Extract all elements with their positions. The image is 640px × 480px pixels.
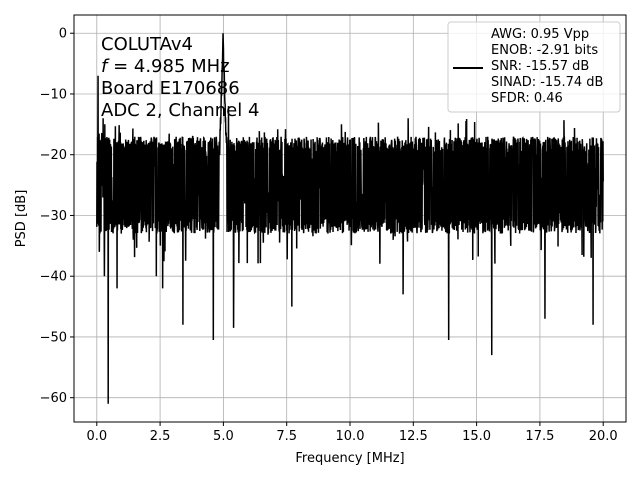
y-tick-label: −30 [40,209,67,224]
x-tick-label: 15.0 [462,429,491,444]
legend-box [447,21,621,113]
x-tick-label: 10.0 [336,429,365,444]
annotation-line-3: Board E170686 [101,78,240,99]
x-tick-label: 0.0 [86,429,107,444]
psd-series-line [96,33,604,404]
y-tick-label: −40 [40,270,67,285]
legend: AWG: 0.95 Vpp ENOB: -2.91 bits SNR: -15.… [447,21,621,113]
legend-line-awg: AWG: 0.95 Vpp [491,27,589,42]
x-tick-label: 20.0 [589,429,618,444]
series-layer [96,33,604,404]
annotation: COLUTAv4 f = 4.985 MHz Board E170686 ADC… [101,34,259,121]
y-tick-label: −50 [40,330,67,345]
x-tick-label: 5.0 [213,429,234,444]
x-tick-label: 7.5 [276,429,297,444]
y-tick-label: −60 [40,391,67,406]
annotation-line-4: ADC 2, Channel 4 [101,100,259,121]
y-axis-label: PSD [dB] [14,190,29,248]
x-tick-label: 17.5 [525,429,554,444]
legend-line-snr: SNR: -15.57 dB [491,59,589,74]
legend-line-sfdr: SFDR: 0.46 [491,91,563,106]
ticks: 0.0 2.5 5.0 7.5 10.0 12.5 15.0 17.5 20.0 0 −10 −20 −… [40,27,618,444]
y-tick-label: −10 [40,87,67,102]
annotation-frequency-symbol: f [101,56,110,77]
y-tick-label: −20 [40,148,67,163]
legend-line-sinad: SINAD: -15.74 dB [491,75,603,90]
legend-line-enob: ENOB: -2.91 bits [491,43,598,58]
annotation-line-1: COLUTAv4 [101,34,193,55]
annotation-line-2: f = 4.985 MHz [101,56,230,77]
x-tick-label: 2.5 [150,429,171,444]
x-tick-label: 12.5 [399,429,428,444]
x-axis-label: Frequency [MHz] [295,451,404,466]
annotation-frequency-value: = 4.985 MHz [107,56,229,77]
y-tick-label: 0 [59,27,67,42]
